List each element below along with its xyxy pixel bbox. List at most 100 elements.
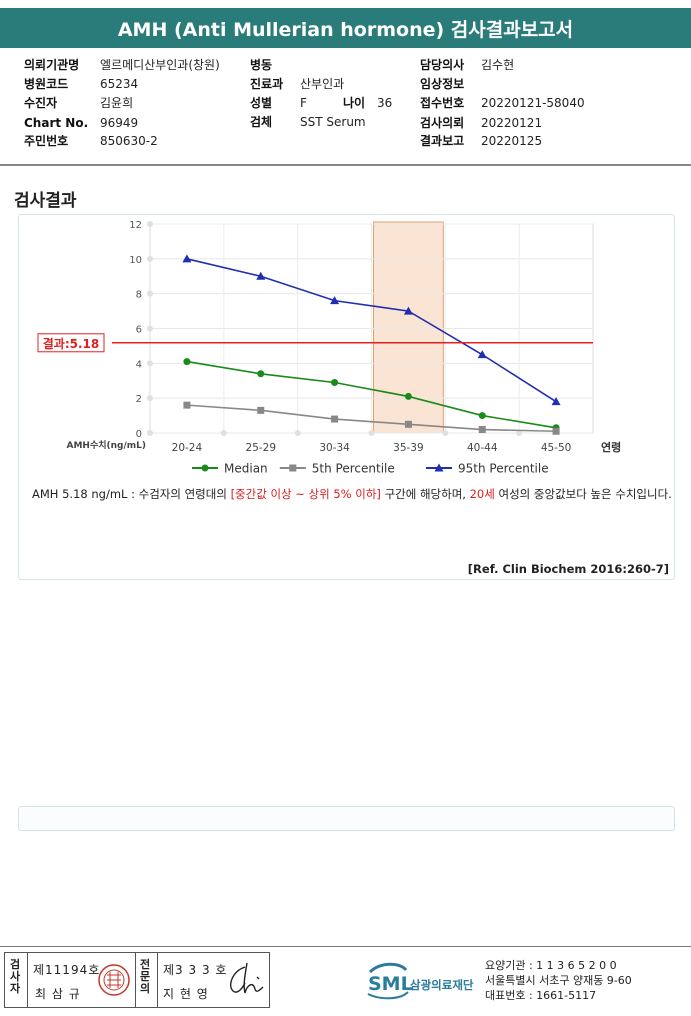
x-tick-dot <box>220 430 227 436</box>
divider <box>135 953 136 1007</box>
legend-marker <box>434 463 444 472</box>
org-code: 요양기관 : 1 1 3 6 5 2 0 0 <box>485 959 617 972</box>
y-tick-dot <box>147 395 153 402</box>
result-label: 결과:5.18 <box>43 336 100 351</box>
legend-label: 95th Percentile <box>458 462 549 476</box>
data-point <box>403 306 413 315</box>
age-group-highlight <box>373 221 444 434</box>
data-point <box>551 397 561 406</box>
series-line-median <box>186 360 557 429</box>
seal-stamp <box>98 964 130 996</box>
note-part-3: 구간에 해당하며, <box>380 487 470 501</box>
empty-comment-box <box>18 806 675 831</box>
result-value: 20220125 <box>481 134 543 148</box>
data-point <box>257 406 265 414</box>
id-label: 주민번호 <box>24 134 69 148</box>
x-tick-label: 20-24 <box>172 442 203 454</box>
data-point <box>478 412 486 420</box>
amh-chart: 0 2 4 6 8 10 12 20-24 25-29 30-34 35-39 40-44 45-50 A… <box>37 220 621 476</box>
note-range: [중간값 이상 ~ 상위 5% 이하] <box>230 487 381 501</box>
legend-marker <box>201 464 209 472</box>
logo-text: SML <box>368 973 413 995</box>
patient-label: 수진자 <box>24 96 58 110</box>
y-tick-label: 10 <box>129 255 142 266</box>
data-point <box>257 370 265 378</box>
legend-label: Median <box>224 462 268 476</box>
id-value: 850630-2 <box>100 134 158 148</box>
series-line-5th-percentile <box>186 404 557 433</box>
x-tick-dot <box>294 430 301 436</box>
specialist-name: 지 현 영 <box>163 987 209 1001</box>
signature-box: 검사자 제11194호 최 삼 규 전문의 제3 3 3 호 지 현 영 <box>4 952 270 1008</box>
data-point <box>182 254 192 263</box>
report-title: AMH (Anti Mullerian hormone) 검사결과보고서 <box>0 8 691 48</box>
specimen-value: SST Serum <box>300 115 366 129</box>
org-address: 서울특별시 서초구 양재동 9-60 <box>485 974 632 987</box>
note-age: 20세 <box>469 487 495 501</box>
header-separator <box>0 164 691 166</box>
handwritten-signature <box>229 962 264 994</box>
patient-value: 김윤희 <box>100 96 134 110</box>
y-tick-dot <box>147 221 153 227</box>
data-point <box>478 426 486 434</box>
series-line-95th-percentile <box>186 258 557 403</box>
y-tick-label: 2 <box>136 394 142 405</box>
result-note: AMH 5.18 ng/mL : 수검자의 연령대의 [중간값 이상 ~ 상위 … <box>32 486 677 503</box>
specialist-label: 전문의 <box>139 958 151 995</box>
age-label: 나이 <box>343 96 366 110</box>
org-info: 요양기관 : 1 1 3 6 5 2 0 0 서울특별시 서초구 양재동 9-6… <box>485 958 632 1003</box>
dept-value: 산부인과 <box>300 77 345 91</box>
data-point <box>552 427 560 435</box>
y-tick-label: 0 <box>136 429 142 440</box>
section-title: 검사결과 <box>14 191 77 211</box>
divider <box>27 953 28 1007</box>
x-tick-dot <box>368 430 375 436</box>
y-tick-dot <box>147 430 153 436</box>
examiner-license: 제11194호 <box>33 963 101 977</box>
x-tick-dot <box>442 430 449 436</box>
x-tick-dot <box>516 430 523 436</box>
x-tick-label: 30-34 <box>319 442 350 454</box>
note-part-5: 여성의 중앙값보다 높은 수치입니다. <box>494 487 672 501</box>
doctor-label: 담당의사 <box>420 58 465 72</box>
y-tick-dot <box>147 255 153 262</box>
x-axis-label: 연령 <box>601 440 621 454</box>
footer-separator <box>0 946 691 947</box>
doctor-value: 김수현 <box>481 58 515 72</box>
age-value: 36 <box>377 96 393 110</box>
dept-label: 진료과 <box>250 77 284 91</box>
y-tick-label: 4 <box>136 359 142 370</box>
sex-label: 성별 <box>250 96 273 110</box>
y-tick-label: 8 <box>136 290 142 301</box>
data-point <box>330 296 340 305</box>
specialist-license: 제3 3 3 호 <box>163 963 228 977</box>
y-tick-dot <box>147 290 153 297</box>
chart-value: 96949 <box>100 116 139 130</box>
chart-label: Chart No. <box>24 116 89 130</box>
data-point <box>331 415 339 423</box>
code-label: 병원코드 <box>24 77 69 91</box>
result-label: 결과보고 <box>420 134 465 148</box>
reference: [Ref. Clin Biochem 2016:260-7] <box>467 562 669 576</box>
x-tick-label: 35-39 <box>393 442 424 454</box>
examiner-name: 최 삼 규 <box>35 987 81 1001</box>
request-value: 20220121 <box>481 116 543 130</box>
org-name: 삼광의료재단 <box>410 978 474 992</box>
data-point <box>183 358 191 366</box>
institution-label: 의뢰기관명 <box>24 58 80 72</box>
data-point <box>477 350 487 359</box>
receipt-value: 20220121-58040 <box>481 96 585 110</box>
data-point <box>183 401 191 409</box>
y-tick-dot <box>147 360 153 367</box>
y-tick-dot <box>147 325 153 332</box>
org-phone: 대표번호 : 1661-5117 <box>485 989 597 1002</box>
x-tick-label: 45-50 <box>541 442 572 454</box>
institution-value: 엘르메디산부인과(창원) <box>100 58 220 72</box>
receipt-label: 접수번호 <box>420 96 465 110</box>
x-tick-label: 25-29 <box>245 442 276 454</box>
legend-marker <box>289 464 297 472</box>
x-tick-label: 40-44 <box>467 442 498 454</box>
specimen-label: 검체 <box>250 115 273 129</box>
y-tick-label: 6 <box>136 325 142 336</box>
result-label-box <box>37 333 105 353</box>
